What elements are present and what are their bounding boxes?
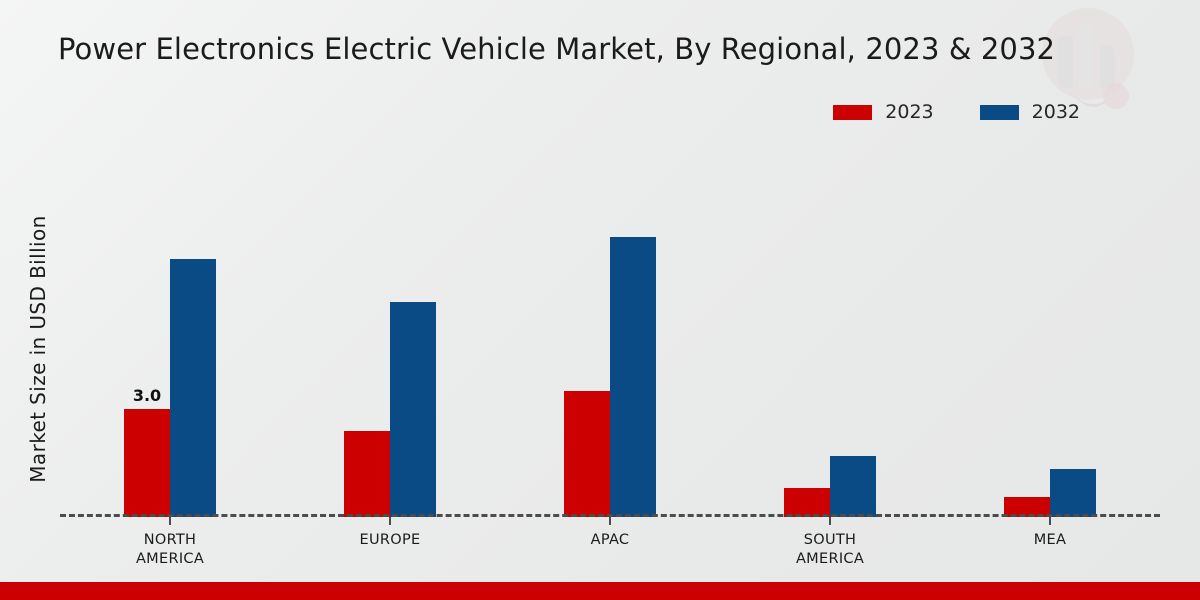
bar-group: 3.0 NORTH AMERICA <box>60 140 280 567</box>
bar-pair <box>784 140 876 517</box>
bar-pair: 3.0 <box>124 140 216 517</box>
bar-2023[interactable] <box>344 430 390 517</box>
bar-pair <box>1004 140 1096 517</box>
bar-value-label: 3.0 <box>132 386 162 406</box>
legend-label-2032: 2032 <box>1031 101 1080 123</box>
bar-2023[interactable] <box>564 391 610 517</box>
x-axis-label: SOUTH AMERICA <box>795 532 865 568</box>
legend-item-2023[interactable]: 2023 <box>833 101 934 123</box>
page-title: Power Electronics Electric Vehicle Marke… <box>58 32 1056 66</box>
legend-swatch-2032 <box>979 105 1019 120</box>
chart-legend: 2023 2032 <box>833 103 1080 122</box>
bar-2032[interactable] <box>610 236 656 517</box>
bar-2023[interactable] <box>1004 497 1050 517</box>
legend-swatch-2023 <box>833 105 873 120</box>
footer-strip <box>0 582 1200 600</box>
bar-group: APAC <box>500 140 720 548</box>
x-axis-tick <box>389 517 391 525</box>
bar-groups: 3.0 NORTH AMERICA EUROPE APAC SOUTH AMERICA M… <box>60 140 1160 567</box>
x-axis-tick <box>1049 517 1051 525</box>
legend-item-2032[interactable]: 2032 <box>979 101 1080 123</box>
bar-pair <box>564 140 656 517</box>
x-axis-label: NORTH AMERICA <box>135 532 205 568</box>
bar-2032[interactable] <box>390 301 436 517</box>
x-axis-label: EUROPE <box>359 532 421 548</box>
x-axis-label: APAC <box>590 532 630 548</box>
y-axis-title: Market Size in USD Billion <box>26 215 50 483</box>
bar-2032[interactable] <box>830 455 876 517</box>
x-axis-baseline <box>60 514 1160 517</box>
x-axis-tick <box>609 517 611 525</box>
bar-2032[interactable] <box>170 258 216 517</box>
x-axis-label: MEA <box>1033 532 1067 548</box>
legend-label-2023: 2023 <box>885 101 934 123</box>
bar-2023[interactable]: 3.0 <box>124 386 170 517</box>
bar-pair <box>344 140 436 517</box>
bar-group: SOUTH AMERICA <box>720 140 940 567</box>
x-axis-tick <box>169 517 171 525</box>
bar-group: EUROPE <box>280 140 500 548</box>
bar-group: MEA <box>940 140 1160 548</box>
x-axis-tick <box>829 517 831 525</box>
bar-2032[interactable] <box>1050 468 1096 517</box>
plot-area: 3.0 NORTH AMERICA EUROPE APAC SOUTH AMERICA M… <box>60 140 1160 567</box>
bar-2023[interactable] <box>784 488 830 517</box>
